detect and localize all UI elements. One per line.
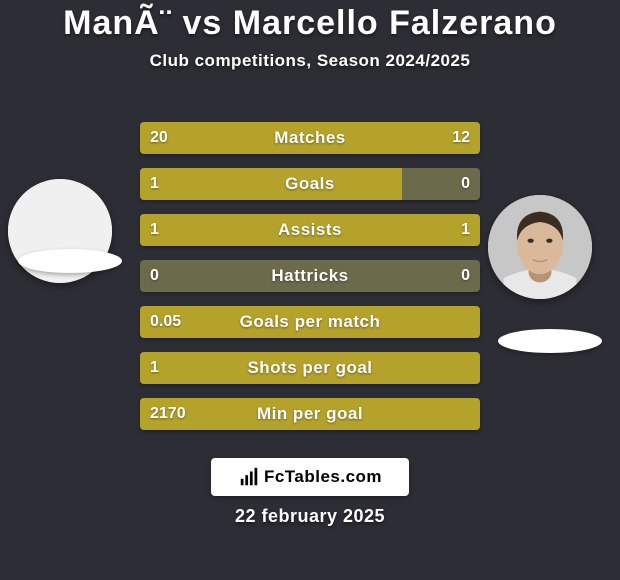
stat-value-left: 1	[150, 352, 159, 384]
stat-label: Hattricks	[140, 260, 480, 292]
watermark-badge: FcTables.com	[211, 458, 409, 496]
comparison-infographic: ManÃ¨ vs Marcello Falzerano Club competi…	[0, 0, 620, 580]
page-title: ManÃ¨ vs Marcello Falzerano	[0, 0, 620, 43]
stat-label: Shots per goal	[140, 352, 480, 384]
stat-value-left: 0	[150, 260, 159, 292]
stat-label: Matches	[140, 122, 480, 154]
page-subtitle: Club competitions, Season 2024/2025	[0, 51, 620, 71]
comparison-bars: Matches2012Goals10Assists11Hattricks00Go…	[140, 122, 480, 444]
stat-value-right: 1	[461, 214, 470, 246]
stat-value-right: 0	[461, 260, 470, 292]
player-right-avatar	[488, 195, 592, 299]
stat-value-right: 0	[461, 168, 470, 200]
stat-row: Hattricks0 0	[140, 260, 480, 292]
footer: FcTables.com 22 february 2025	[0, 440, 620, 527]
stat-row: Assists1 1	[140, 214, 480, 246]
stat-row: Shots per goal1	[140, 352, 480, 384]
stat-row: Matches20 12	[140, 122, 480, 154]
stat-label: Goals	[140, 168, 480, 200]
stat-value-left: 0.05	[150, 306, 181, 338]
player-right-club-oval	[498, 329, 602, 353]
stat-value-left: 2170	[150, 398, 186, 430]
stat-label: Goals per match	[140, 306, 480, 338]
watermark-text: FcTables.com	[264, 467, 382, 487]
player-left-club-oval	[18, 249, 122, 273]
stat-row: Min per goal2170	[140, 398, 480, 430]
date-text: 22 february 2025	[235, 506, 385, 527]
bar-chart-icon	[238, 466, 260, 488]
stat-label: Assists	[140, 214, 480, 246]
stat-value-left: 1	[150, 214, 159, 246]
stat-value-left: 1	[150, 168, 159, 200]
stat-value-right: 12	[452, 122, 470, 154]
stat-label: Min per goal	[140, 398, 480, 430]
stat-row: Goals per match0.05	[140, 306, 480, 338]
stat-value-left: 20	[150, 122, 168, 154]
stat-row: Goals1 0	[140, 168, 480, 200]
player-portrait-icon	[488, 195, 592, 299]
